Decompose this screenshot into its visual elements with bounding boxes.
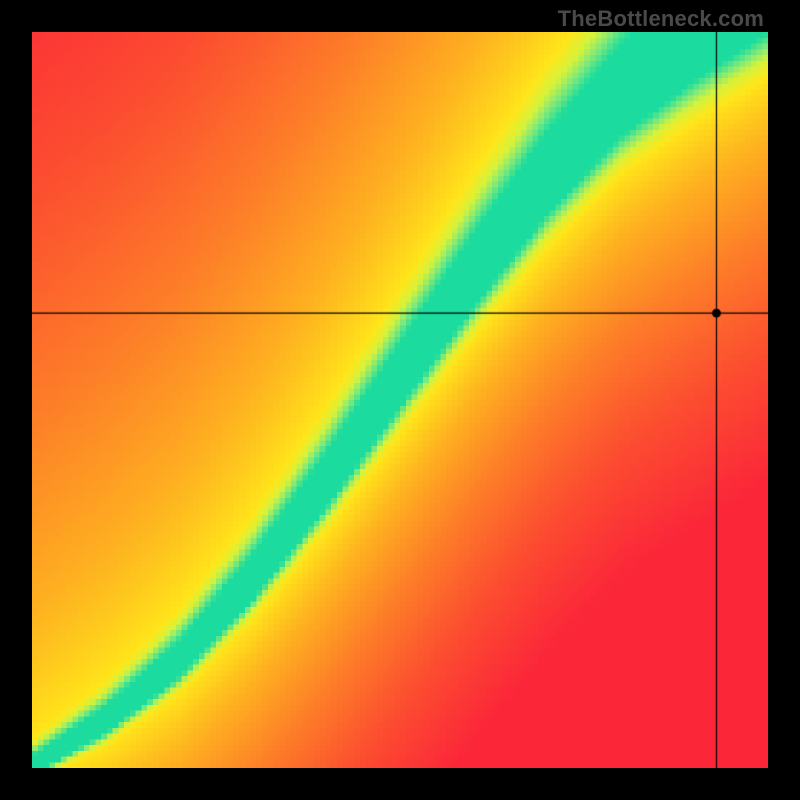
crosshair-overlay <box>32 32 768 768</box>
watermark-text: TheBottleneck.com <box>558 6 764 32</box>
